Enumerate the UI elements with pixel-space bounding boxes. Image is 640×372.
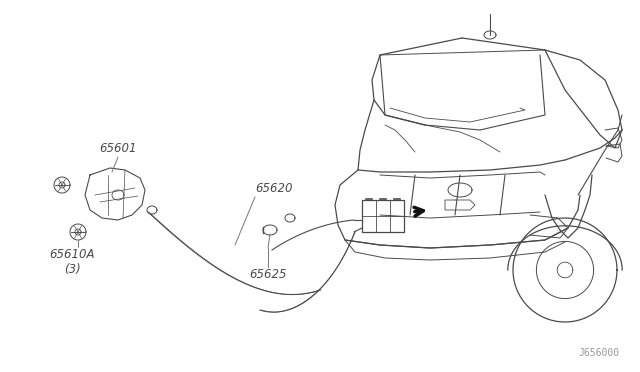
Text: J656000: J656000 [579,348,620,358]
Text: 65620: 65620 [255,182,292,195]
Text: 65601: 65601 [99,142,137,155]
Text: 65610A
(3): 65610A (3) [49,248,95,276]
Text: 65625: 65625 [249,268,287,281]
